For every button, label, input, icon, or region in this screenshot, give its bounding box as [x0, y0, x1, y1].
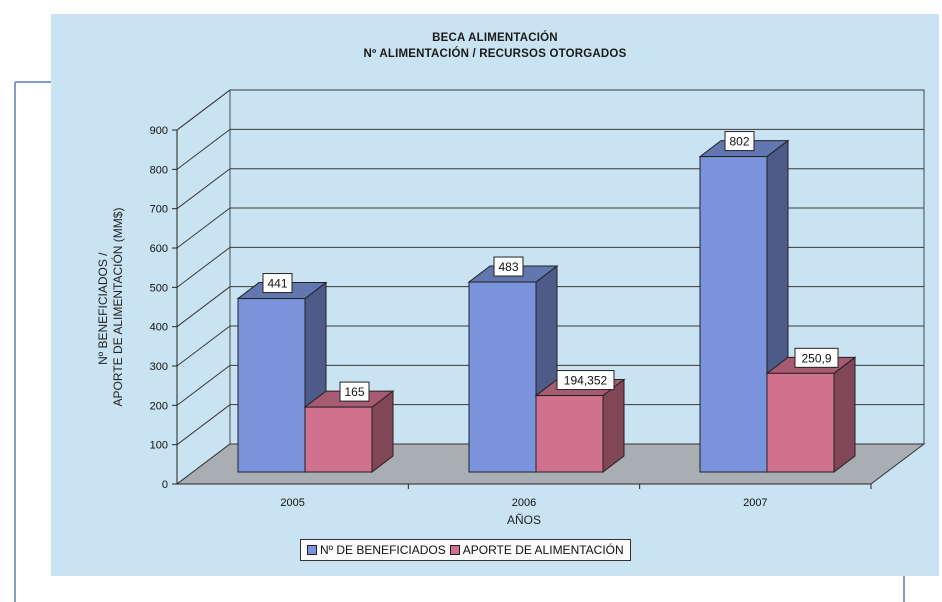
gridline — [176, 286, 924, 328]
y-tick-label: 800 — [150, 164, 168, 176]
bar — [534, 378, 626, 474]
data-label: 250,9 — [801, 351, 831, 365]
chart-title: BECA ALIMENTACIÓN — [432, 32, 558, 44]
y-axis: 0 100 200 300 400 500 600 700 800 900 — [150, 125, 178, 491]
data-label: 441 — [267, 277, 287, 291]
legend-swatch-pink — [449, 545, 460, 555]
bar-front — [237, 298, 306, 473]
y-tick-label: 900 — [150, 125, 168, 137]
bars — [236, 139, 857, 474]
data-label-box — [794, 347, 839, 368]
data-label: 165 — [344, 385, 364, 399]
chart-panel: BECA ALIMENTACIÓN Nº ALIMENTACIÓN / RECU… — [51, 14, 939, 576]
bar-front — [304, 406, 373, 473]
y-tick-label: 500 — [150, 282, 168, 294]
data-label: 194,352 — [564, 374, 608, 388]
y-tick-label: 600 — [150, 243, 168, 255]
y-tick-label: 300 — [150, 361, 168, 373]
x-axis: 2005 2006 2007 — [177, 483, 872, 509]
legend: Nº DE BENEFICIADOS APORTE DE ALIMENTACIÓ… — [300, 539, 631, 561]
bar-front — [699, 156, 768, 473]
chart-subtitle: Nº ALIMENTACIÓN / RECURSOS OTORGADOS — [363, 48, 627, 60]
data-label-box — [493, 256, 524, 277]
gridline — [176, 364, 924, 406]
data-label: 802 — [729, 135, 749, 149]
x-tick-label: 2005 — [280, 497, 304, 509]
gridline — [176, 404, 924, 446]
y-tick-label: 0 — [162, 479, 168, 491]
x-tick-label: 2006 — [512, 497, 536, 509]
plot-back-wall — [176, 89, 925, 485]
gridline — [176, 246, 924, 288]
y-tick-label: 200 — [150, 400, 168, 412]
legend-swatch-blue — [307, 545, 317, 555]
gridline — [176, 325, 924, 367]
y-axis-title-line-2: APORTE DE ALIMENTACIÓN (MM$) — [110, 208, 125, 407]
legend-label-aporte: APORTE DE ALIMENTACIÓN — [462, 543, 624, 557]
bar — [303, 390, 395, 474]
gridline — [176, 128, 924, 170]
gridline — [176, 89, 924, 131]
legend-label-beneficiados: Nº DE BENEFICIADOS — [320, 543, 446, 557]
x-axis-title: AÑOS — [507, 513, 541, 527]
legend-item-beneficiados: Nº DE BENEFICIADOS — [307, 543, 446, 557]
gridline — [176, 168, 924, 210]
bar-side — [833, 356, 856, 474]
y-tick-label: 400 — [150, 322, 168, 334]
chart-plot: 0 100 200 300 400 500 600 700 800 900 441 165 483 19… — [96, 89, 926, 527]
data-label-box — [339, 381, 370, 402]
y-axis-title: Nº BENEFICIADOS / APORTE DE ALIMENTACIÓN… — [96, 208, 125, 407]
data-labels: 441 165 483 194,352 802 250,9 — [262, 131, 839, 402]
data-label-box — [556, 370, 615, 391]
bar — [765, 356, 857, 474]
legend-item-aporte: APORTE DE ALIMENTACIÓN — [449, 543, 624, 557]
y-axis-title-line-1: Nº BENEFICIADOS / — [96, 252, 110, 365]
bar-front — [468, 281, 537, 473]
y-tick-label: 100 — [150, 440, 168, 452]
gridline — [176, 207, 924, 249]
bar-front — [535, 395, 604, 473]
data-label-box — [724, 131, 755, 152]
data-label-box — [262, 273, 293, 294]
x-tick-label: 2007 — [743, 497, 767, 509]
data-label: 483 — [498, 260, 518, 274]
bar-front — [766, 372, 835, 473]
y-tick-label: 700 — [150, 204, 168, 216]
